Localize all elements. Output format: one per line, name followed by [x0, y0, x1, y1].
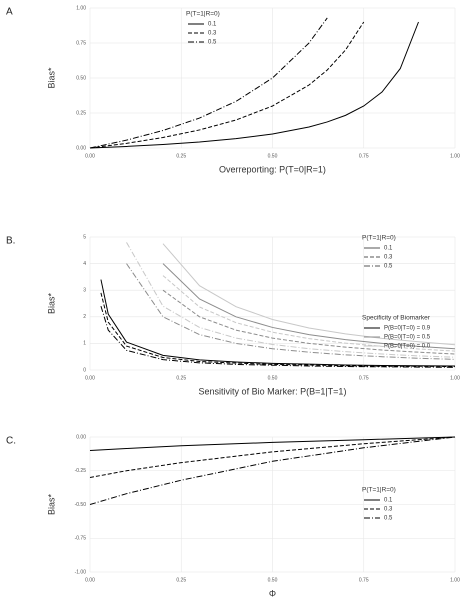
- x-tick-label: 0.50: [268, 577, 278, 583]
- legend-title: P(T=1|R=0): [186, 11, 220, 18]
- legend-label: 0.5: [208, 40, 217, 46]
- series-line: [126, 242, 456, 358]
- y-tick-label: -0.50: [75, 502, 87, 508]
- series-line: [89, 17, 328, 149]
- legend-label: P(B=0|T=0) = 0.9: [384, 326, 431, 332]
- x-axis-label: Φ: [269, 588, 276, 598]
- series-line: [100, 292, 456, 368]
- y-tick-label: 0.75: [76, 40, 86, 46]
- x-tick-label: 0.00: [85, 153, 95, 159]
- legend-title: Specificity of Biomarker: [362, 315, 431, 322]
- series-line: [162, 243, 456, 346]
- series-line: [89, 436, 456, 478]
- panel-label: B.: [6, 236, 15, 247]
- y-tick-label: 2: [83, 314, 86, 320]
- series-line: [100, 306, 456, 368]
- legend-label: 0.1: [384, 498, 393, 504]
- series-line: [162, 263, 456, 350]
- legend-label: 0.3: [384, 255, 393, 261]
- series-line: [162, 275, 456, 352]
- legend-label: 0.1: [384, 246, 393, 252]
- series-line: [100, 279, 456, 367]
- y-tick-label: 1.00: [76, 5, 86, 11]
- y-tick-label: 3: [83, 288, 86, 294]
- y-axis-label: Bias*: [46, 67, 56, 89]
- x-tick-label: 0.75: [359, 375, 369, 381]
- series-line: [89, 21, 419, 149]
- x-tick-label: 0.00: [85, 577, 95, 583]
- legend-label: P(B=0|T=0) = 0.0: [384, 344, 431, 350]
- x-tick-label: 0.25: [176, 577, 186, 583]
- panel-label: C.: [6, 436, 16, 447]
- y-tick-label: -0.25: [75, 468, 87, 474]
- x-tick-label: 1.00: [450, 375, 460, 381]
- y-tick-label: 0.25: [76, 110, 86, 116]
- x-tick-label: 0.25: [176, 153, 186, 159]
- y-tick-label: 4: [83, 261, 86, 267]
- y-tick-label: 0.00: [76, 434, 86, 440]
- y-tick-label: 0: [83, 367, 86, 373]
- x-tick-label: 0.25: [176, 375, 186, 381]
- legend-label: 0.1: [208, 22, 217, 28]
- y-tick-label: 0.50: [76, 75, 86, 81]
- legend-label: 0.5: [384, 516, 393, 522]
- y-tick-label: 5: [83, 234, 86, 240]
- y-axis-label: Bias*: [46, 293, 56, 315]
- x-tick-label: 0.00: [85, 375, 95, 381]
- series-line: [89, 21, 365, 149]
- legend-label: P(B=0|T=0) = 0.5: [384, 335, 431, 341]
- y-axis-label: Bias*: [46, 494, 56, 516]
- y-tick-label: -0.75: [75, 536, 87, 542]
- legend-title: P(T=1|R=0): [362, 487, 396, 494]
- y-tick-label: -1.00: [75, 569, 87, 575]
- x-tick-label: 0.75: [359, 577, 369, 583]
- series-line: [162, 289, 456, 355]
- x-tick-label: 1.00: [450, 153, 460, 159]
- x-axis-label: Sensitivity of Bio Marker: P(B=1|T=1): [199, 386, 347, 396]
- legend-label: 0.5: [384, 264, 393, 270]
- panel-label: A: [6, 7, 13, 18]
- x-axis-label: Overreporting: P(T=0|R=1): [219, 164, 326, 174]
- legend-title: P(T=1|R=0): [362, 235, 396, 242]
- y-tick-label: 1: [83, 341, 86, 347]
- series-line: [89, 436, 456, 451]
- x-tick-label: 0.75: [359, 153, 369, 159]
- legend-label: 0.3: [208, 31, 217, 37]
- x-tick-label: 1.00: [450, 577, 460, 583]
- x-tick-label: 0.50: [268, 153, 278, 159]
- x-tick-label: 0.50: [268, 375, 278, 381]
- y-tick-label: 0.00: [76, 145, 86, 151]
- legend-label: 0.3: [384, 507, 393, 513]
